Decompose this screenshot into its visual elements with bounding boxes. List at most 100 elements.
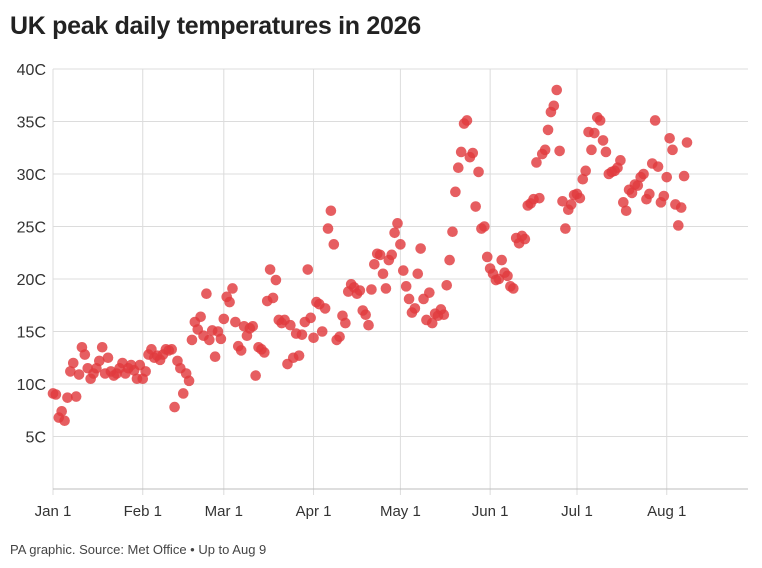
data-point <box>412 268 424 280</box>
data-point <box>227 283 238 294</box>
data-point <box>597 135 609 146</box>
data-point <box>644 188 655 200</box>
data-point <box>455 146 467 158</box>
x-tick-label: Apr 1 <box>296 503 332 520</box>
data-point <box>467 147 479 159</box>
data-point <box>209 351 221 363</box>
data-point <box>531 157 542 168</box>
data-point <box>56 406 67 417</box>
data-point <box>450 186 461 198</box>
y-tick-label: 30C <box>17 167 46 184</box>
data-point <box>618 197 629 208</box>
data-point <box>577 173 589 185</box>
data-point <box>615 155 626 166</box>
data-point <box>620 205 632 217</box>
data-point <box>664 133 675 144</box>
data-point <box>377 268 389 280</box>
data-point <box>438 309 450 321</box>
data-point <box>235 345 247 356</box>
data-point <box>308 332 319 344</box>
data-point <box>270 274 282 286</box>
data-point <box>426 317 438 329</box>
grid-lines <box>52 68 748 495</box>
x-tick-label: Jun 1 <box>472 503 509 520</box>
x-tick-label: Mar 1 <box>205 503 243 520</box>
data-point <box>678 170 690 182</box>
x-axis-ticks: Jan 1 Feb 1 Mar 1 Apr 1 May 1 Jun 1 Jul 1 Aug 1 <box>35 503 687 520</box>
data-point <box>542 124 554 136</box>
data-point <box>673 220 684 231</box>
data-point <box>215 333 227 345</box>
data-point <box>675 202 687 213</box>
data-point <box>94 355 105 367</box>
data-point <box>589 127 600 139</box>
data-point <box>444 254 455 266</box>
data-point <box>218 313 230 325</box>
data-point <box>632 180 644 191</box>
source-footer: PA graphic. Source: Met Office • Up to A… <box>10 542 267 557</box>
data-point <box>508 283 519 294</box>
data-point <box>415 243 426 254</box>
data-point <box>305 312 316 324</box>
y-tick-label: 25C <box>17 220 46 237</box>
data-point <box>224 296 235 308</box>
data-point <box>250 370 261 381</box>
data-point <box>424 287 435 298</box>
data-point <box>594 115 606 126</box>
data-point <box>386 249 398 261</box>
data-point <box>461 115 473 126</box>
data-point <box>201 288 212 300</box>
data-point <box>479 221 490 232</box>
data-point <box>638 168 649 180</box>
data-point <box>316 326 328 337</box>
data-point <box>360 309 371 321</box>
data-point <box>574 192 586 204</box>
data-point <box>177 388 189 399</box>
y-tick-label: 15C <box>17 325 46 342</box>
data-point <box>661 171 673 183</box>
x-tick-label: Jul 1 <box>561 503 593 520</box>
data-point <box>267 292 279 304</box>
data-point <box>554 145 565 157</box>
data-point <box>392 218 403 229</box>
data-point <box>67 357 79 369</box>
data-point <box>247 320 259 332</box>
data-point <box>322 223 334 234</box>
data-point <box>363 319 374 331</box>
data-point <box>186 334 198 346</box>
data-point <box>667 144 678 156</box>
data-point <box>79 349 91 360</box>
data-point <box>319 303 331 314</box>
data-point <box>369 259 380 270</box>
data-point <box>539 144 551 156</box>
data-point <box>397 265 409 276</box>
data-point <box>681 137 693 148</box>
data-point <box>354 285 366 296</box>
data-point <box>519 233 531 245</box>
data-point <box>470 201 481 212</box>
data-point <box>551 84 563 96</box>
data-point <box>259 347 270 358</box>
data-point <box>626 187 638 199</box>
data-point <box>366 284 377 295</box>
data-point <box>548 100 560 112</box>
data-point <box>389 227 400 239</box>
data-point <box>557 196 568 207</box>
data-point <box>59 415 70 427</box>
data-point <box>447 226 458 238</box>
data-point <box>400 281 412 292</box>
y-axis-ticks: 5C 10C 15C 20C 25C 30C 35C 40C <box>17 62 46 447</box>
data-point <box>649 115 661 126</box>
data-point <box>73 369 85 380</box>
data-point <box>340 317 351 329</box>
data-point <box>374 249 386 261</box>
data-point <box>96 341 108 353</box>
data-point <box>195 311 206 323</box>
x-tick-label: Jan 1 <box>35 503 72 520</box>
data-point <box>441 280 453 291</box>
data-point <box>102 352 114 364</box>
data-point <box>293 350 305 361</box>
x-tick-label: Aug 1 <box>647 503 686 520</box>
data-point <box>50 389 62 400</box>
